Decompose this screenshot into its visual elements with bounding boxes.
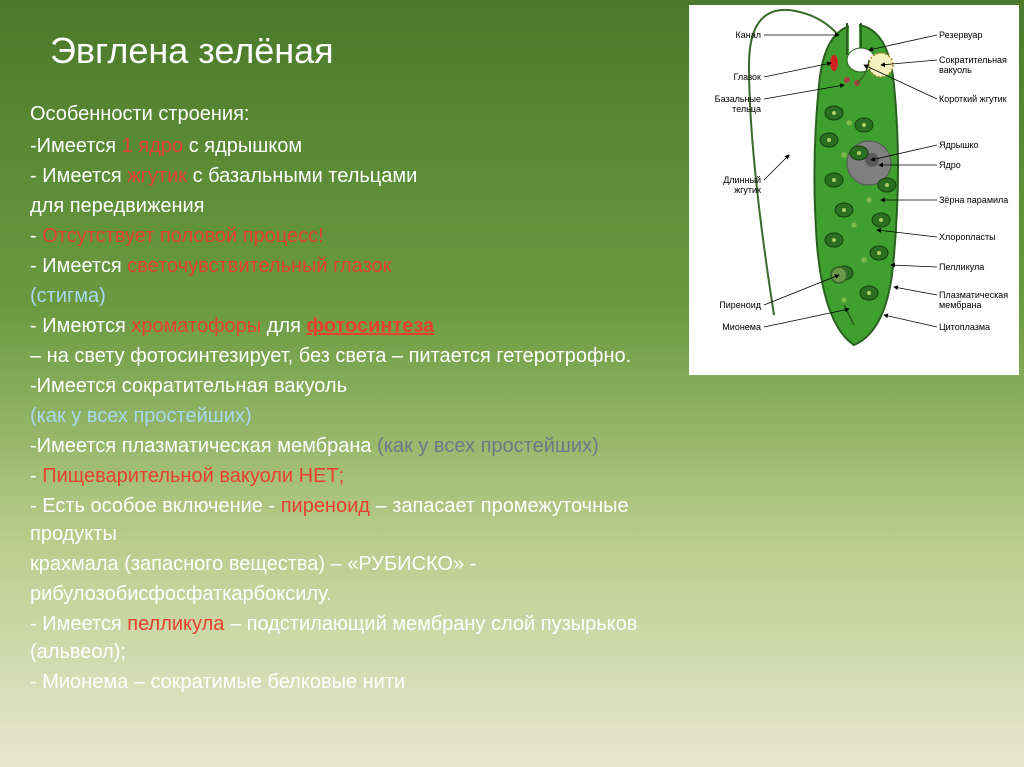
content-line: (стигма): [30, 282, 700, 310]
content-line: рибулозобисфосфаткарбоксилу.: [30, 580, 700, 608]
content-line: - Пищеварительной вакуоли НЕТ;: [30, 462, 700, 490]
content-line: - Мионема – сократимые белковые нити: [30, 668, 700, 696]
svg-text:тельца: тельца: [732, 104, 761, 114]
svg-text:Зёрна парамила: Зёрна парамила: [939, 195, 1008, 205]
content-line: -Имеется плазматическая мембрана (как у …: [30, 432, 700, 460]
svg-text:Короткий жгутик: Короткий жгутик: [939, 94, 1007, 104]
svg-text:мембрана: мембрана: [939, 300, 981, 310]
svg-text:Базальные: Базальные: [715, 94, 761, 104]
content-line: для передвижения: [30, 192, 700, 220]
content-line: -Имеется 1 ядро с ядрышком: [30, 132, 700, 160]
content-line: -Имеется сократительная вакуоль: [30, 372, 700, 400]
svg-text:Плазматическая: Плазматическая: [939, 290, 1008, 300]
svg-text:Резервуар: Резервуар: [939, 30, 982, 40]
svg-text:Ядрышко: Ядрышко: [939, 140, 979, 150]
svg-text:Глазок: Глазок: [734, 72, 762, 82]
content-block: Особенности строения: -Имеется 1 ядро с …: [30, 100, 700, 698]
content-line: - Имеется жгутик с базальными тельцами: [30, 162, 700, 190]
svg-text:жгутик: жгутик: [734, 185, 761, 195]
svg-text:Канал: Канал: [736, 30, 761, 40]
content-line: (как у всех простейших): [30, 402, 700, 430]
svg-text:вакуоль: вакуоль: [939, 65, 972, 75]
svg-text:Пиреноид: Пиреноид: [719, 300, 762, 310]
svg-text:Длинный: Длинный: [723, 175, 761, 185]
svg-text:Цитоплазма: Цитоплазма: [939, 322, 990, 332]
content-line: - Имеются хроматофоры для фотосинтеза: [30, 312, 700, 340]
content-line: - Отсутствует половой процесс!: [30, 222, 700, 250]
content-line: – на свету фотосинтезирует, без света – …: [30, 342, 700, 370]
content-line: - Имеется пелликула – подстилающий мембр…: [30, 610, 700, 666]
content-line: - Есть особое включение - пиреноид – зап…: [30, 492, 700, 548]
subtitle: Особенности строения:: [30, 100, 700, 128]
svg-text:Сократительная: Сократительная: [939, 55, 1007, 65]
page-title: Эвглена зелёная: [50, 30, 334, 72]
svg-text:Ядро: Ядро: [939, 160, 961, 170]
euglena-diagram: Канал Глазок Базальныетельца Длинныйжгутик П…: [689, 5, 1019, 375]
svg-text:Мионема: Мионема: [722, 322, 761, 332]
content-line: крахмала (запасного вещества) – «РУБИСКО…: [30, 550, 700, 578]
content-line: - Имеется светочувствительный глазок: [30, 252, 700, 280]
svg-text:Хлоропласты: Хлоропласты: [939, 232, 996, 242]
svg-text:Пелликула: Пелликула: [939, 262, 984, 272]
